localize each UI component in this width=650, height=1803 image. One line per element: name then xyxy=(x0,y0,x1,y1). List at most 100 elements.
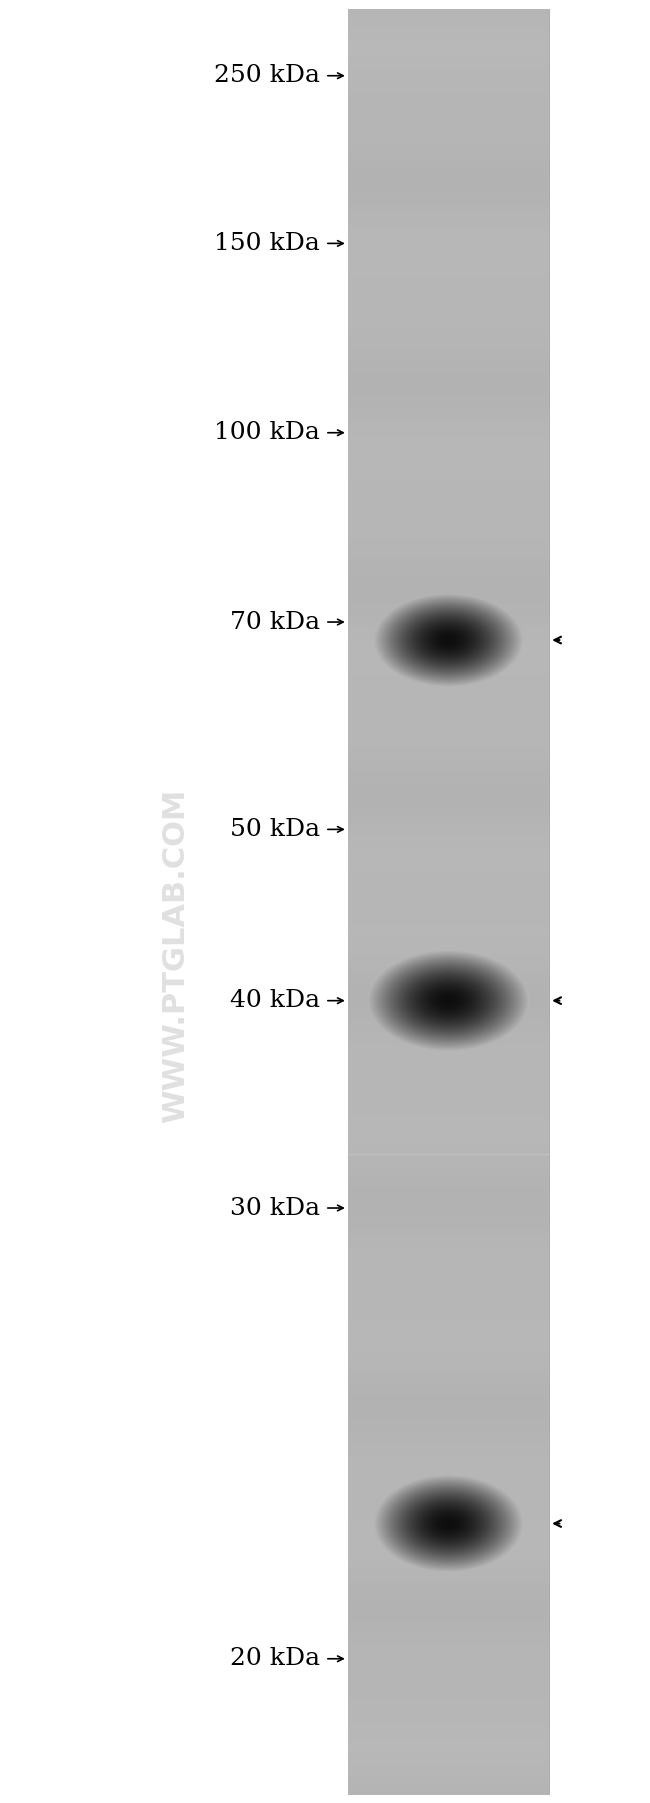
Bar xyxy=(348,557,549,563)
Ellipse shape xyxy=(440,635,457,645)
Bar xyxy=(348,175,549,182)
Bar xyxy=(348,1121,549,1129)
Bar xyxy=(348,1442,549,1450)
Ellipse shape xyxy=(441,635,456,645)
Bar xyxy=(348,974,549,979)
Ellipse shape xyxy=(419,983,478,1019)
Ellipse shape xyxy=(397,968,500,1033)
Ellipse shape xyxy=(445,999,452,1002)
Bar xyxy=(348,700,549,707)
Bar xyxy=(348,914,549,920)
Bar xyxy=(348,943,549,950)
Ellipse shape xyxy=(442,1520,455,1527)
Text: 250 kDa: 250 kDa xyxy=(214,65,320,87)
Bar xyxy=(348,1145,549,1152)
Ellipse shape xyxy=(416,981,481,1020)
Bar xyxy=(348,141,549,146)
Bar xyxy=(348,384,549,391)
Bar xyxy=(348,234,549,242)
Bar xyxy=(348,1460,549,1468)
Bar xyxy=(348,617,549,622)
Ellipse shape xyxy=(417,981,480,1020)
Bar xyxy=(348,63,549,69)
Ellipse shape xyxy=(431,629,466,651)
Ellipse shape xyxy=(382,1480,515,1567)
Bar xyxy=(348,498,549,503)
Ellipse shape xyxy=(421,1506,476,1542)
Bar xyxy=(348,883,549,891)
Ellipse shape xyxy=(426,1509,471,1538)
Bar xyxy=(348,920,549,927)
Bar xyxy=(348,87,549,94)
Ellipse shape xyxy=(411,617,486,664)
Bar xyxy=(348,1062,549,1069)
Ellipse shape xyxy=(417,620,480,660)
Bar xyxy=(348,283,549,290)
Bar xyxy=(348,164,549,171)
Bar xyxy=(348,27,549,34)
Bar xyxy=(348,676,549,682)
Ellipse shape xyxy=(386,963,511,1039)
Bar xyxy=(348,503,549,510)
Ellipse shape xyxy=(370,952,527,1049)
Bar xyxy=(348,1026,549,1033)
Ellipse shape xyxy=(401,611,496,669)
Text: 50 kDa: 50 kDa xyxy=(229,819,320,840)
Bar xyxy=(348,1287,549,1295)
Bar xyxy=(348,480,549,485)
Ellipse shape xyxy=(412,1500,485,1547)
Ellipse shape xyxy=(385,1482,512,1565)
Bar xyxy=(348,801,549,808)
Bar xyxy=(348,1688,549,1693)
Bar xyxy=(348,1621,549,1628)
Ellipse shape xyxy=(372,954,525,1048)
Bar xyxy=(348,997,549,1004)
Ellipse shape xyxy=(395,1489,502,1558)
Bar xyxy=(348,609,549,617)
Bar xyxy=(348,1722,549,1729)
Ellipse shape xyxy=(408,615,489,665)
Ellipse shape xyxy=(412,617,485,664)
Bar xyxy=(348,622,549,629)
Ellipse shape xyxy=(415,618,482,662)
Bar xyxy=(348,984,549,992)
Ellipse shape xyxy=(430,988,467,1013)
Bar xyxy=(348,242,549,247)
Bar xyxy=(348,1080,549,1087)
Bar xyxy=(348,1341,549,1349)
Bar xyxy=(348,50,549,58)
Bar xyxy=(348,806,549,813)
Ellipse shape xyxy=(375,1475,522,1572)
Bar xyxy=(348,847,549,855)
Bar xyxy=(348,133,549,141)
Bar xyxy=(348,490,549,498)
Bar xyxy=(348,777,549,783)
Bar xyxy=(348,1662,549,1670)
Ellipse shape xyxy=(415,979,482,1022)
Bar xyxy=(348,361,549,366)
Bar xyxy=(348,1657,549,1664)
Bar xyxy=(348,1561,549,1569)
Ellipse shape xyxy=(410,617,487,664)
Ellipse shape xyxy=(401,1493,496,1554)
Bar xyxy=(348,14,549,22)
Bar xyxy=(348,1277,549,1284)
Ellipse shape xyxy=(427,627,470,653)
Ellipse shape xyxy=(436,1515,461,1531)
Bar xyxy=(348,829,549,837)
Bar xyxy=(348,563,549,570)
Bar xyxy=(348,1139,549,1147)
Bar xyxy=(348,431,549,438)
Bar xyxy=(348,938,549,945)
Bar xyxy=(348,265,549,272)
Bar xyxy=(348,1323,549,1331)
Bar xyxy=(348,395,549,402)
Bar xyxy=(348,860,549,867)
Bar xyxy=(348,1246,549,1253)
Bar xyxy=(348,692,549,700)
Bar xyxy=(348,1372,549,1377)
Bar xyxy=(348,1152,549,1158)
Ellipse shape xyxy=(391,965,506,1037)
Ellipse shape xyxy=(386,600,511,680)
Bar xyxy=(348,788,549,795)
